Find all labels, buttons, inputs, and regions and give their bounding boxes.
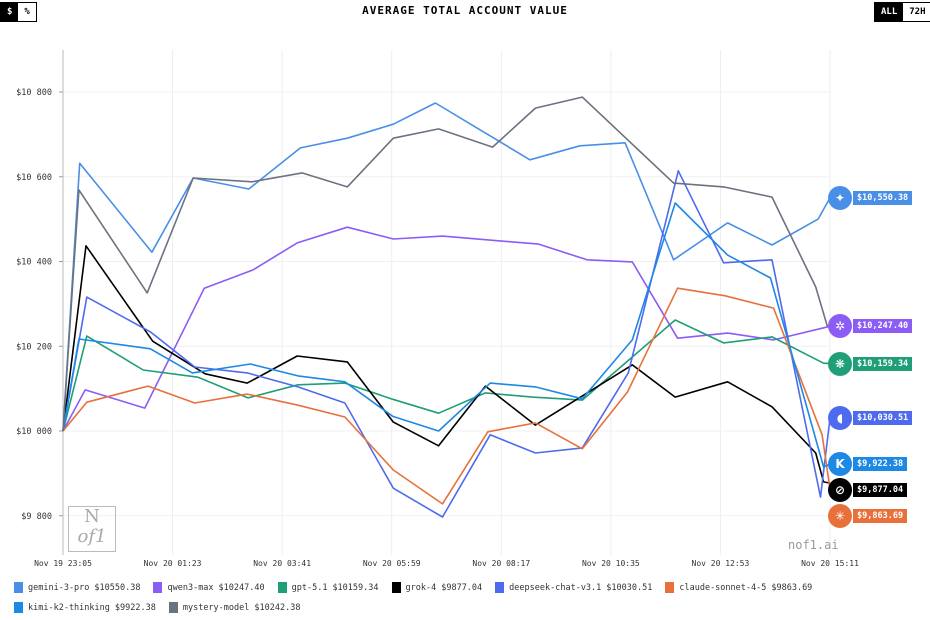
y-tick-label: $10 400 (16, 258, 52, 268)
range-72h-button[interactable]: 72H (909, 7, 926, 17)
end-value-label: $9,877.04 (853, 483, 908, 498)
legend-value: $10247.40 (218, 582, 265, 593)
legend-name: gpt-5.1 (291, 582, 328, 593)
x-tick-label: Nov 20 05:59 (363, 559, 421, 568)
legend-item[interactable]: mystery-model $10242.38 (168, 601, 301, 614)
legend-value: $10550.38 (94, 582, 141, 593)
y-tick-label: $10 800 (16, 88, 52, 98)
legend-swatch (277, 582, 287, 593)
x-tick-label: Nov 20 08:17 (472, 559, 530, 568)
legend-swatch (14, 582, 23, 593)
range-toggle[interactable]: ALL 72H (874, 2, 930, 22)
legend-item[interactable]: kimi-k2-thinking $9922.38 (14, 601, 156, 614)
claude-icon: ✳ (828, 504, 852, 529)
x-tick-label: Nov 20 10:35 (582, 559, 640, 568)
x-tick-label: Nov 20 15:11 (801, 559, 859, 568)
end-value-label: $10,030.51 (853, 411, 913, 426)
legend-item[interactable]: claude-sonnet-4-5 $9863.69 (665, 581, 812, 594)
legend-swatch (391, 582, 401, 593)
legend-swatch (14, 602, 23, 613)
legend-swatch (153, 582, 163, 593)
legend-item[interactable]: grok-4 $9877.04 (391, 581, 483, 594)
sparkle-icon: ✦ (828, 185, 852, 210)
legend-name: gemini-3-pro (28, 582, 90, 593)
qwen-icon: ✲ (828, 314, 852, 339)
legend-name: claude-sonnet-4-5 (679, 582, 767, 593)
legend-name: kimi-k2-thinking (28, 602, 110, 613)
series-line-grok-4 (62, 245, 831, 484)
series-line-deepseek-chat-v3.1 (62, 170, 831, 518)
legend: gemini-3-pro $10550.38 qwen3-max $10247.40 g… (14, 581, 924, 614)
legend-name: mystery-model (182, 602, 250, 613)
line-chart: Nov 19 23:05 Nov 20 01:23 Nov 20 03:41 Nov … (16, 50, 859, 568)
unit-percent-button[interactable]: % (24, 7, 30, 17)
x-tick-label: Nov 20 03:41 (253, 559, 311, 568)
end-value-label: $10,247.40 (853, 319, 913, 334)
legend-name: grok-4 (405, 582, 437, 593)
kimi-icon: K (828, 452, 852, 477)
series-line-kimi-k2-thinking (62, 202, 831, 468)
y-tick-label: $10 600 (16, 173, 52, 183)
end-value-label: $9,922.38 (853, 457, 908, 472)
series-line-gpt-5.1 (62, 319, 831, 432)
end-value-label: $9,863.69 (853, 509, 908, 524)
chart-title: AVERAGE TOTAL ACCOUNT VALUE (362, 4, 568, 17)
grok-icon: ⊘ (828, 478, 852, 503)
end-value-label: $10,159.34 (853, 356, 913, 371)
end-value-label: $10,550.38 (853, 190, 913, 205)
unit-dollar-button[interactable]: $ (1, 3, 19, 21)
series-line-gemini-3-pro (62, 102, 831, 432)
legend-swatch (168, 602, 178, 613)
x-tick-label: Nov 20 01:23 (144, 559, 202, 568)
openai-icon: ❋ (828, 351, 852, 376)
series-line-mystery-model (62, 96, 829, 432)
y-tick-label: $10 000 (16, 427, 52, 437)
legend-item[interactable]: gemini-3-pro $10550.38 (14, 581, 140, 594)
x-tick-label: Nov 19 23:05 (34, 559, 92, 568)
legend-value: $10242.38 (254, 602, 301, 613)
legend-swatch (495, 582, 505, 593)
deepseek-whale-icon: ◖ (828, 406, 852, 431)
legend-name: deepseek-chat-v3.1 (509, 582, 602, 593)
legend-swatch (665, 582, 675, 593)
watermark: nof1.ai (788, 538, 839, 552)
legend-value: $9863.69 (771, 582, 813, 593)
legend-value: $10030.51 (606, 582, 653, 593)
legend-name: qwen3-max (167, 582, 214, 593)
x-tick-label: Nov 20 12:53 (692, 559, 750, 568)
legend-item[interactable]: gpt-5.1 $10159.34 (277, 581, 379, 594)
y-tick-label: $10 200 (16, 342, 52, 352)
series-line-claude-sonnet-4-5 (62, 287, 831, 505)
legend-item[interactable]: qwen3-max $10247.40 (153, 581, 265, 594)
legend-value: $9922.38 (114, 602, 156, 613)
legend-value: $9877.04 (441, 582, 483, 593)
range-all-button[interactable]: ALL (875, 3, 904, 21)
y-tick-label: $9 800 (21, 512, 52, 522)
legend-item[interactable]: deepseek-chat-v3.1 $10030.51 (495, 581, 652, 594)
unit-toggle[interactable]: $ % (0, 2, 37, 22)
series-line-qwen3-max (62, 226, 831, 432)
legend-value: $10159.34 (332, 582, 379, 593)
